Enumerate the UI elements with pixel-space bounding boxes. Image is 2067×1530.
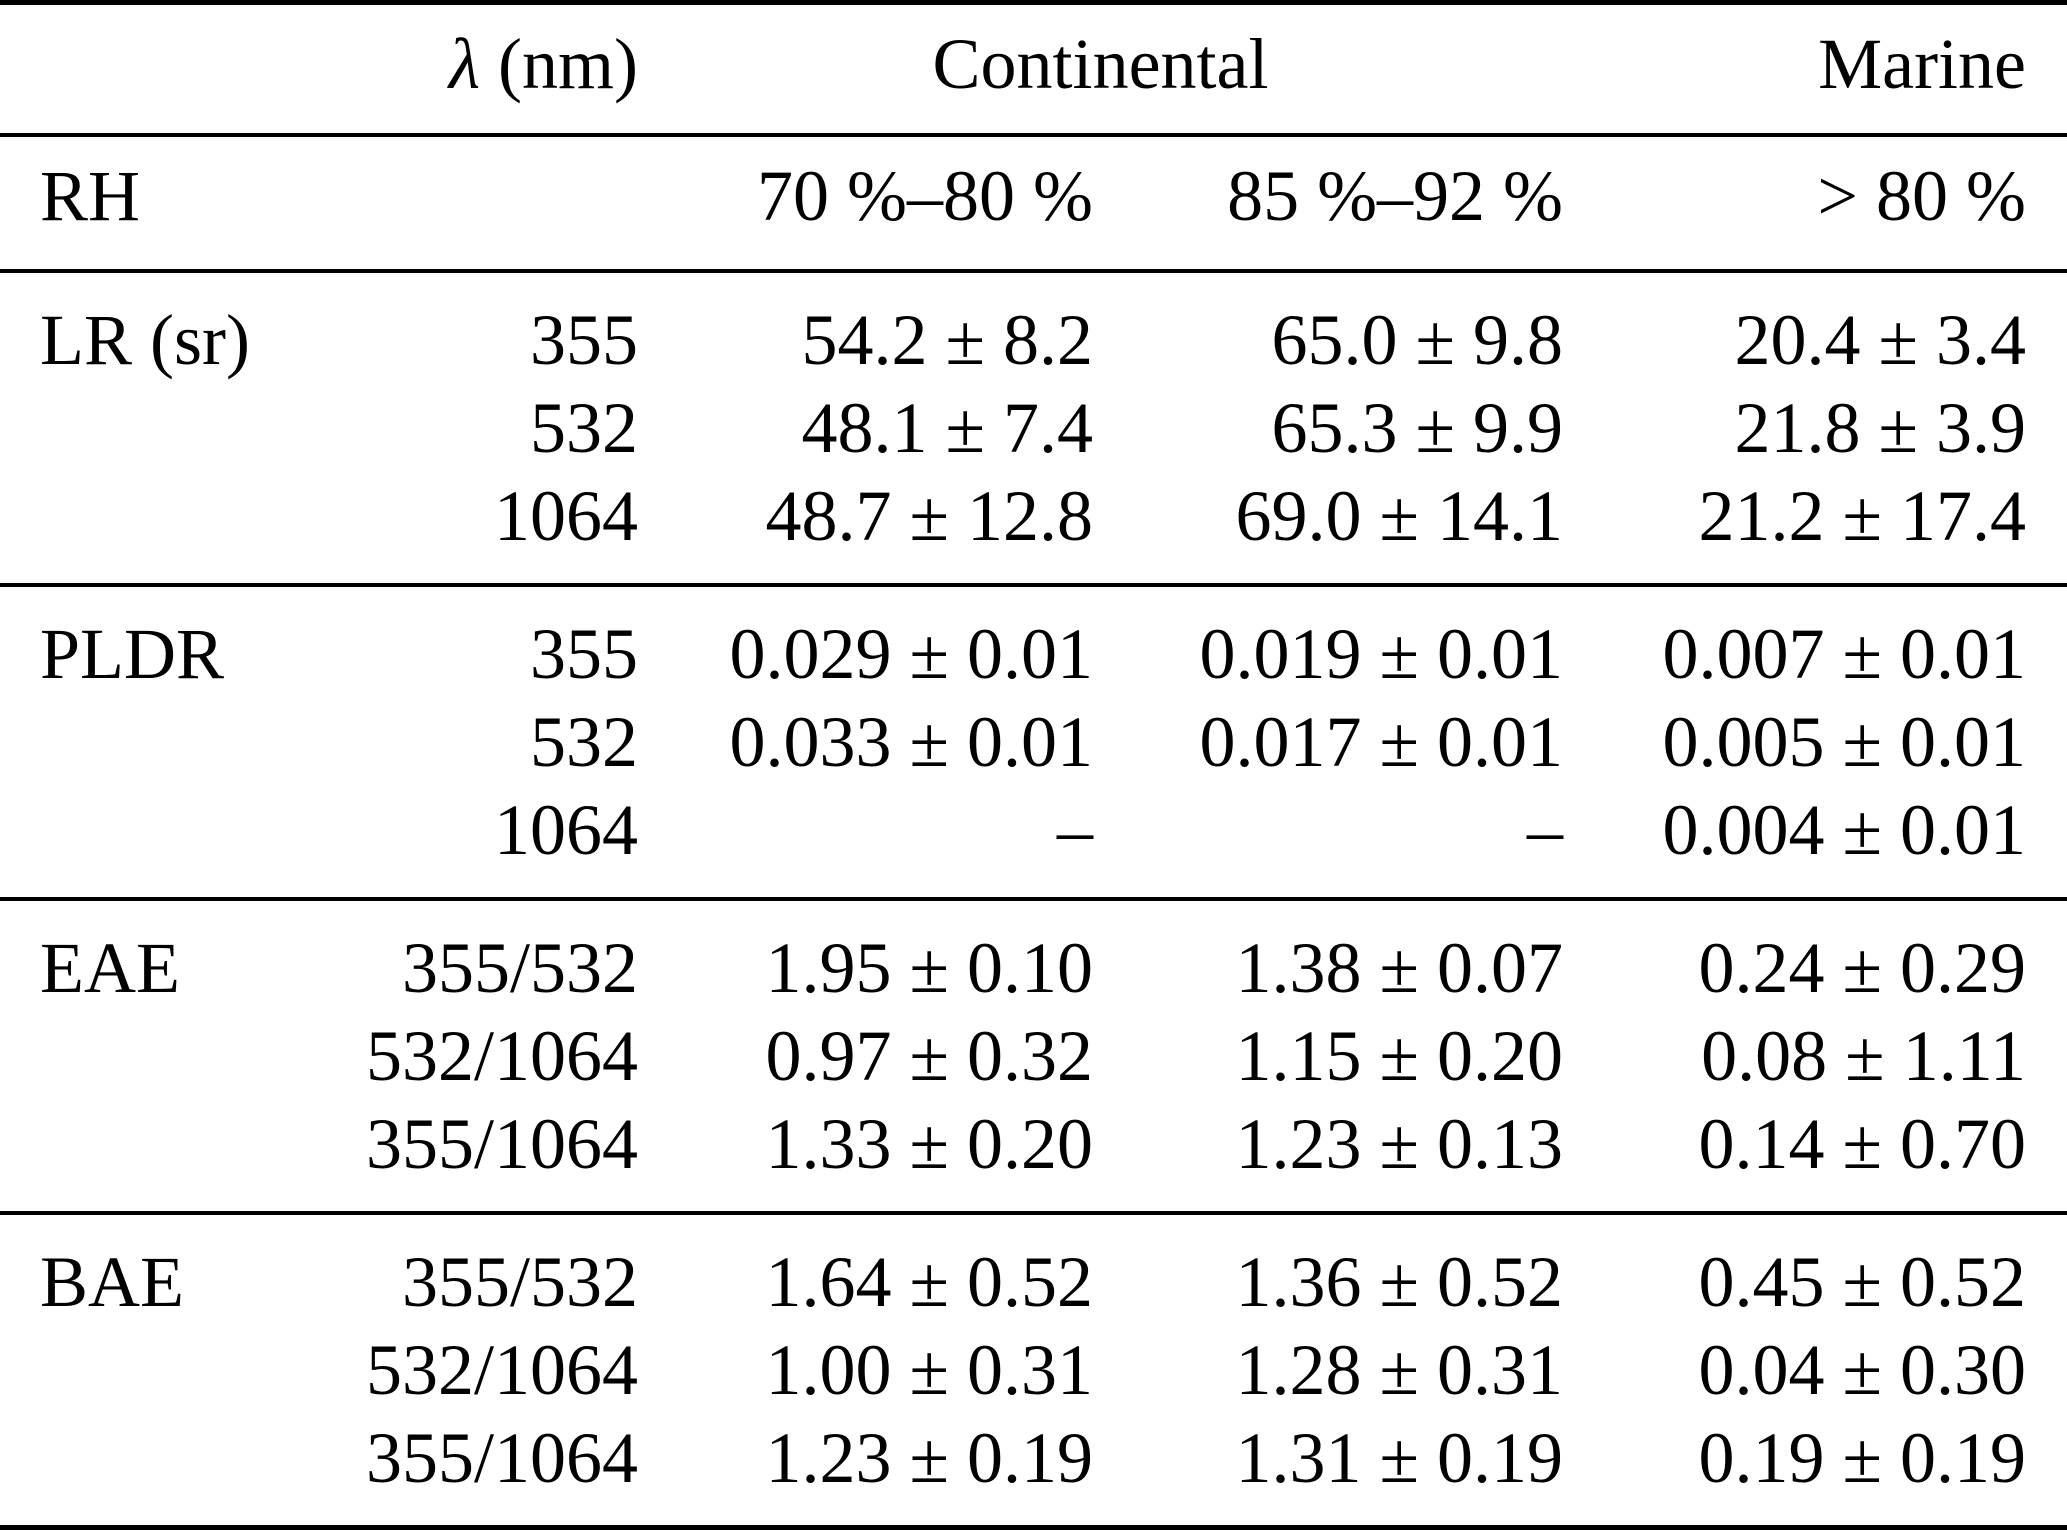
table-row: 1064 – – 0.004 ± 0.01: [0, 786, 2067, 901]
cell-continental-high: 1.23 ± 0.13: [1093, 1100, 1564, 1215]
cell-lambda: 355: [530, 300, 638, 380]
row-label-eae: EAE: [40, 928, 180, 1008]
row-label-rh: RH: [0, 135, 330, 273]
cell-continental-low: –: [638, 786, 1093, 901]
cell-continental-high: 65.3 ± 9.9: [1271, 388, 1564, 468]
cell-continental-low: 1.23 ± 0.19: [638, 1414, 1093, 1530]
column-header-wavelength: λ (nm): [330, 0, 638, 137]
cell-marine: 0.04 ± 0.30: [1698, 1330, 2027, 1410]
rh-row: RH 70 %–80 % 85 %–92 % > 80 %: [0, 135, 2067, 273]
row-label-lr: LR (sr): [40, 300, 250, 380]
cell-lambda: 532: [530, 702, 638, 782]
cell-rh-continental-high: 85 %–92 %: [1093, 135, 1564, 273]
cell-continental-high: 1.31 ± 0.19: [1093, 1414, 1564, 1530]
column-header-marine: Marine: [1563, 0, 2067, 137]
cell-marine: 0.14 ± 0.70: [1563, 1100, 2067, 1215]
cell-marine: 0.004 ± 0.01: [1563, 786, 2067, 901]
cell-continental-high: 65.0 ± 9.8: [1271, 300, 1564, 380]
table-row: PLDR 355 0.029 ± 0.01 0.019 ± 0.01 0.007…: [0, 585, 2067, 698]
cell-empty: [0, 1012, 330, 1100]
cell-empty: [0, 384, 330, 472]
cell-continental-high: –: [1093, 786, 1564, 901]
cell-marine: 20.4 ± 3.4: [1734, 300, 2027, 380]
cell-lambda: 355/1064: [330, 1414, 638, 1530]
cell-continental-high: 0.019 ± 0.01: [1199, 614, 1564, 694]
cell-continental-high: 1.15 ± 0.20: [1235, 1016, 1564, 1096]
cell-empty: [0, 1326, 330, 1414]
cell-continental-low: 1.33 ± 0.20: [638, 1100, 1093, 1215]
row-label-bae: BAE: [40, 1242, 184, 1322]
cell-continental-high: 1.38 ± 0.07: [1235, 928, 1564, 1008]
cell-continental-low: 1.95 ± 0.10: [765, 928, 1093, 1008]
cell-lambda: 355/532: [401, 928, 638, 1008]
cell-continental-low: 1.64 ± 0.52: [765, 1242, 1093, 1322]
cell-lambda: 532/1064: [365, 1016, 638, 1096]
cell-continental-high: 69.0 ± 14.1: [1093, 472, 1564, 587]
cell-marine: 21.2 ± 17.4: [1563, 472, 2067, 587]
table-header-row: λ (nm) Continental Marine: [0, 0, 2067, 137]
column-header-continental: Continental: [638, 0, 1564, 137]
table-row: BAE 355/532 1.64 ± 0.52 1.36 ± 0.52 0.45…: [0, 1213, 2067, 1326]
cell-continental-low: 1.00 ± 0.31: [765, 1330, 1093, 1410]
cell-marine: 21.8 ± 3.9: [1734, 388, 2027, 468]
cell-continental-high: 1.28 ± 0.31: [1235, 1330, 1564, 1410]
cell-empty: [0, 1100, 330, 1215]
cell-lambda: 532: [530, 388, 638, 468]
lambda-symbol: λ: [448, 24, 481, 104]
cell-continental-high: 1.36 ± 0.52: [1235, 1242, 1564, 1322]
cell-empty: [0, 786, 330, 901]
cell-lambda: 1064: [330, 786, 638, 901]
cell-lambda: 355/532: [401, 1242, 638, 1322]
cell-marine: 0.19 ± 0.19: [1563, 1414, 2067, 1530]
cell-lambda: 1064: [330, 472, 638, 587]
cell-marine: 0.45 ± 0.52: [1698, 1242, 2027, 1322]
table-row: 355/1064 1.23 ± 0.19 1.31 ± 0.19 0.19 ± …: [0, 1414, 2067, 1530]
cell-lambda: 532/1064: [365, 1330, 638, 1410]
cell-empty: [0, 472, 330, 587]
row-label-pldr: PLDR: [40, 614, 225, 694]
table-row: 532 0.033 ± 0.01 0.017 ± 0.01 0.005 ± 0.…: [0, 698, 2067, 786]
cell-continental-low: 54.2 ± 8.2: [801, 300, 1093, 380]
table-row: 532/1064 1.00 ± 0.31 1.28 ± 0.31 0.04 ± …: [0, 1326, 2067, 1414]
table-row: 355/1064 1.33 ± 0.20 1.23 ± 0.13 0.14 ± …: [0, 1100, 2067, 1215]
table-row: 532 48.1 ± 7.4 65.3 ± 9.9 21.8 ± 3.9: [0, 384, 2067, 472]
table-row: 532/1064 0.97 ± 0.32 1.15 ± 0.20 0.08 ± …: [0, 1012, 2067, 1100]
table-row: EAE 355/532 1.95 ± 0.10 1.38 ± 0.07 0.24…: [0, 899, 2067, 1012]
cell-lambda: 355: [530, 614, 638, 694]
cell-continental-low: 48.7 ± 12.8: [638, 472, 1093, 587]
header-spacer: [0, 0, 330, 137]
lambda-unit: (nm): [480, 24, 638, 104]
cell-marine: 0.08 ± 1.11: [1701, 1016, 2027, 1096]
cell-continental-high: 0.017 ± 0.01: [1199, 702, 1564, 782]
table-row: LR (sr) 355 54.2 ± 8.2 65.0 ± 9.8 20.4 ±…: [0, 271, 2067, 384]
cell-marine: 0.007 ± 0.01: [1662, 614, 2027, 694]
cell-empty: [0, 698, 330, 786]
cell-empty: [0, 1414, 330, 1530]
cell-continental-low: 48.1 ± 7.4: [801, 388, 1093, 468]
cell-rh-marine: > 80 %: [1563, 135, 2067, 273]
cell-continental-low: 0.97 ± 0.32: [765, 1016, 1093, 1096]
cell-continental-low: 0.033 ± 0.01: [729, 702, 1093, 782]
cell-marine: 0.24 ± 0.29: [1698, 928, 2027, 1008]
cell-marine: 0.005 ± 0.01: [1662, 702, 2027, 782]
cell-empty: [330, 135, 638, 273]
table-row: 1064 48.7 ± 12.8 69.0 ± 14.1 21.2 ± 17.4: [0, 472, 2067, 587]
cell-rh-continental-low: 70 %–80 %: [638, 135, 1093, 273]
cell-continental-low: 0.029 ± 0.01: [729, 614, 1093, 694]
cell-lambda: 355/1064: [330, 1100, 638, 1215]
